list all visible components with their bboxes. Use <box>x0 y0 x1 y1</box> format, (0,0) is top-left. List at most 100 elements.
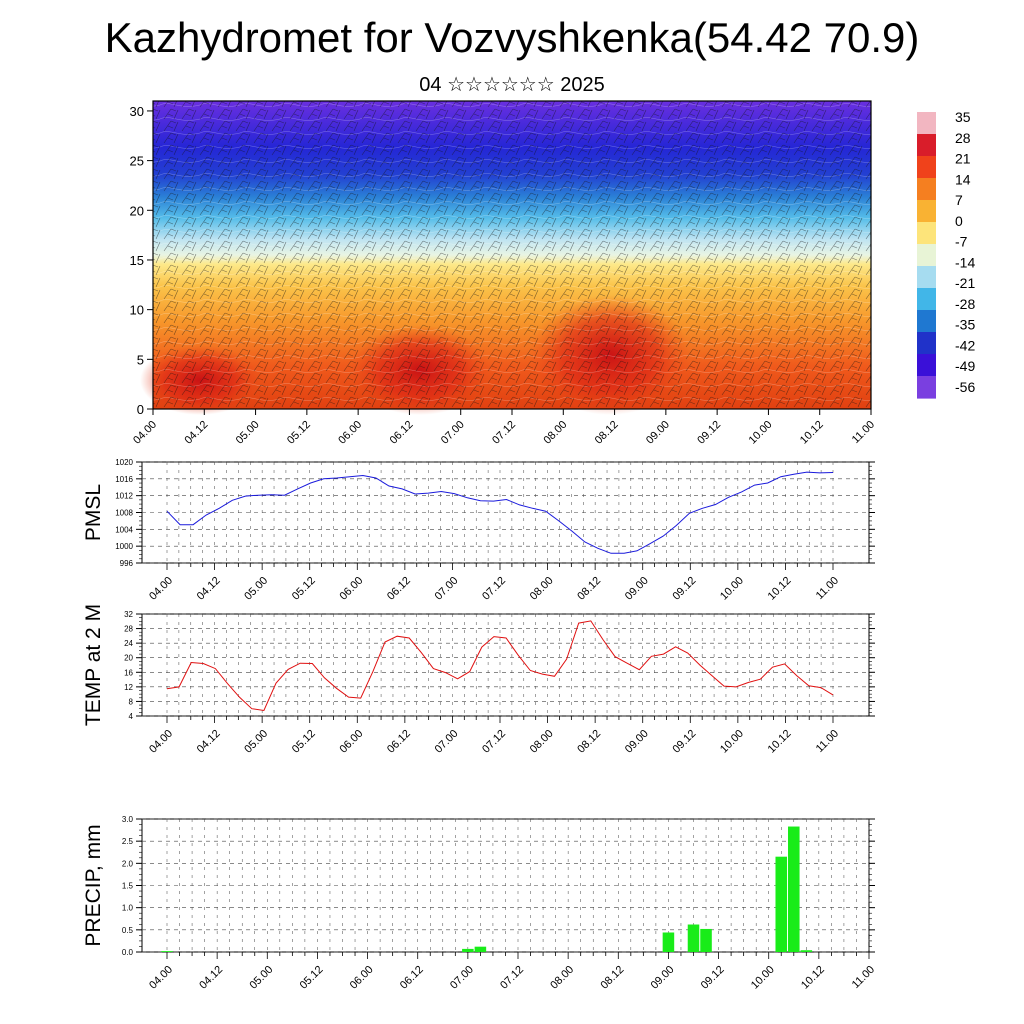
y-tick-label: 2.0 <box>122 859 134 868</box>
colorbar-swatch <box>917 112 936 135</box>
y-tick-label: 1000 <box>115 542 133 551</box>
precip-bar <box>700 928 712 952</box>
y-axis-label: TEMP at 2 M <box>82 604 105 726</box>
colorbar-swatch <box>917 376 936 399</box>
x-tick-label: 07.00 <box>433 575 461 603</box>
colorbar-label: -42 <box>955 337 975 353</box>
x-tick-label: 11.00 <box>850 964 877 991</box>
x-tick-label: 08.00 <box>528 728 556 756</box>
y-tick-label: 1.0 <box>122 904 134 913</box>
x-tick-label: 06.12 <box>398 964 426 992</box>
y-tick-label: 32 <box>124 610 133 619</box>
x-tick-label: 10.12 <box>798 419 826 447</box>
y-tick-label: 996 <box>120 559 134 568</box>
y-tick-label: 10 <box>130 303 144 318</box>
x-tick-label: 09.00 <box>623 575 651 603</box>
series-line <box>166 620 834 712</box>
pmsl-panel: 996 1000 1004 1008 1012 1016 1020 04.00 04.12 05.… <box>82 458 875 603</box>
colorbar-label: -56 <box>955 379 975 395</box>
precip-bar <box>662 932 675 952</box>
colorbar-swatch <box>917 266 936 289</box>
colorbar: 35 28 21 14 7 0 -7 -14 -21 -28 -35 -42 -49 -56 <box>917 109 975 399</box>
y-tick-label: 8 <box>129 697 134 706</box>
precip-bar <box>775 856 788 952</box>
y-tick-label: 1.5 <box>122 882 134 891</box>
series-line <box>166 471 834 554</box>
colorbar-label: -7 <box>955 234 968 250</box>
y-tick-label: 20 <box>124 654 133 663</box>
precip-bar <box>800 950 813 952</box>
x-tick-label: 05.12 <box>290 728 318 756</box>
x-tick-label: 10.12 <box>766 575 794 603</box>
x-tick-label: 08.12 <box>593 419 621 447</box>
y-tick-label: 24 <box>124 639 133 648</box>
y-tick-label: 3.0 <box>122 815 134 824</box>
precip-bar <box>687 924 700 952</box>
y-tick-label: 16 <box>124 668 133 677</box>
colorbar-swatch <box>917 178 936 201</box>
x-tick-label: 10.00 <box>718 575 746 603</box>
x-tick-label: 10.00 <box>749 964 777 992</box>
x-tick-label: 08.00 <box>528 575 556 603</box>
colorbar-label: -21 <box>955 275 975 291</box>
colorbar-label: 21 <box>955 151 971 167</box>
x-tick-label: 04.12 <box>197 964 225 992</box>
x-tick-label: 08.12 <box>575 575 603 603</box>
x-tick-label: 04.00 <box>147 964 175 992</box>
colorbar-label: -14 <box>955 254 975 270</box>
x-tick-label: 06.12 <box>388 419 416 447</box>
x-tick-label: 09.12 <box>670 575 698 603</box>
x-tick-label: 05.00 <box>234 419 262 447</box>
colorbar-swatch <box>917 288 936 311</box>
y-tick-label: 28 <box>124 625 133 634</box>
x-tick-label: 05.00 <box>242 728 270 756</box>
x-tick-label: 04.12 <box>195 575 223 603</box>
precip-bar <box>788 826 800 952</box>
colorbar-label: 28 <box>955 130 971 146</box>
colorbar-swatch <box>917 244 936 267</box>
colorbar-swatch <box>917 156 936 179</box>
x-tick-label: 04.00 <box>131 419 159 447</box>
precip-bar <box>462 948 474 952</box>
x-tick-label: 06.12 <box>385 575 413 603</box>
x-tick-label: 07.12 <box>498 964 526 992</box>
x-tick-label: 07.12 <box>490 419 518 447</box>
wind-barbs-overlay <box>153 101 871 409</box>
x-tick-label: 07.00 <box>433 728 461 756</box>
x-tick-label: 08.12 <box>598 964 626 992</box>
x-tick-label: 06.00 <box>337 728 365 756</box>
x-tick-label: 08.12 <box>575 728 603 756</box>
colorbar-swatch <box>917 310 936 333</box>
colorbar-label: -28 <box>955 296 975 312</box>
x-tick-label: 07.00 <box>439 419 467 447</box>
x-tick-label: 06.00 <box>348 964 376 992</box>
x-tick-label: 04.00 <box>147 575 175 603</box>
x-tick-label: 09.12 <box>699 964 727 992</box>
x-tick-label: 05.12 <box>298 964 326 992</box>
y-tick-label: 1004 <box>115 525 133 534</box>
x-tick-label: 09.00 <box>644 419 672 447</box>
precip-panel: 0.0 0.5 1.0 1.5 2.0 2.5 3.0 04.00 04.12 05.00 05.1… <box>82 815 877 992</box>
y-tick-label: 0 <box>137 402 144 417</box>
x-tick-label: 11.00 <box>850 419 877 446</box>
x-tick-label: 09.12 <box>695 419 723 447</box>
x-tick-label: 06.00 <box>336 419 364 447</box>
colorbar-swatch <box>917 354 936 377</box>
x-tick-label: 09.00 <box>623 728 651 756</box>
y-tick-label: 0.5 <box>122 926 134 935</box>
x-tick-label: 05.00 <box>242 575 270 603</box>
x-tick-label: 10.12 <box>766 728 794 756</box>
y-tick-label: 25 <box>130 154 144 169</box>
y-tick-label: 1020 <box>115 458 133 467</box>
colorbar-label: 7 <box>955 192 963 208</box>
precip-bar <box>474 946 487 952</box>
x-tick-label: 04.00 <box>147 728 175 756</box>
x-tick-label: 11.00 <box>814 728 841 755</box>
y-tick-label: 12 <box>124 683 133 692</box>
x-tick-label: 09.12 <box>670 728 698 756</box>
y-tick-label: 4 <box>129 712 134 721</box>
plot-frame <box>141 613 870 717</box>
x-tick-label: 10.12 <box>799 964 827 992</box>
y-tick-label: 1008 <box>115 509 133 518</box>
x-tick-label: 05.12 <box>285 419 313 447</box>
